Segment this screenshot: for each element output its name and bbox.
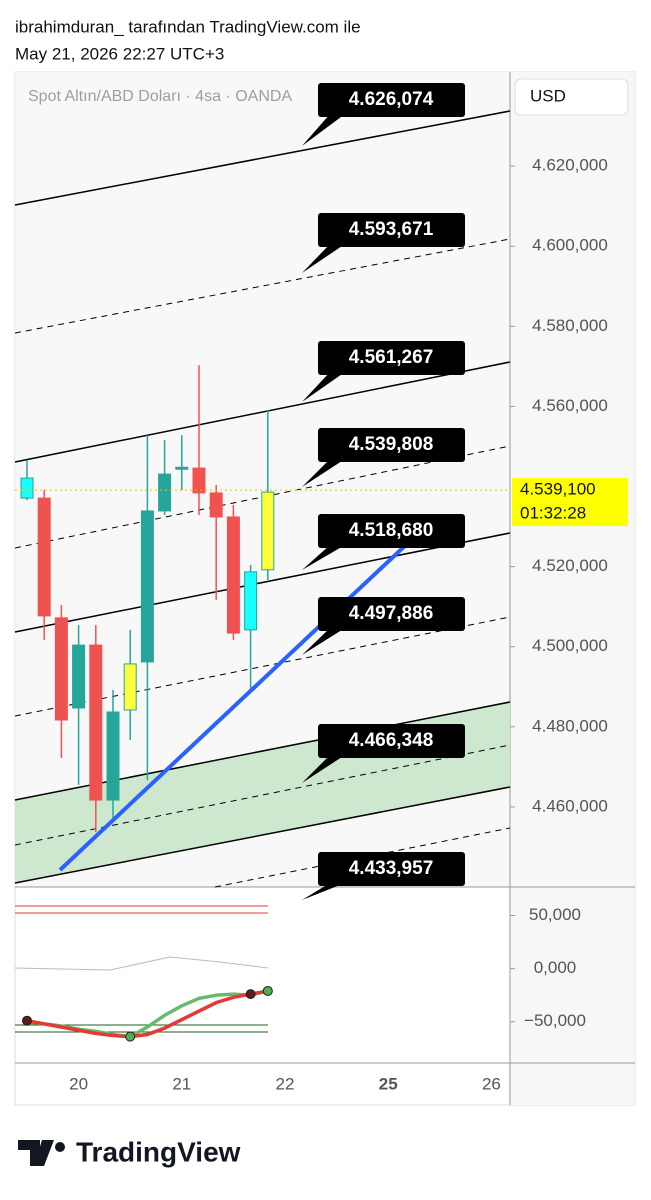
level-box (318, 213, 465, 247)
currency: USD (530, 86, 566, 105)
trend-line (58, 525, 427, 872)
channel-line (14, 786, 511, 884)
level-label: 4.433,957 (349, 858, 434, 879)
level-label: 4.539,808 (349, 434, 434, 455)
level-label: 4.561,267 (349, 347, 434, 368)
share-line: ibrahimduran_ tarafından TradingView.com… (15, 17, 361, 36)
price-axis (510, 72, 635, 1105)
level-box (318, 341, 465, 375)
x-tick-label: 25 (379, 1074, 398, 1093)
x-tick-label: 20 (69, 1074, 88, 1093)
x-tick-label: 21 (172, 1074, 191, 1093)
level-box (318, 83, 465, 117)
brand-logo (55, 1142, 65, 1152)
level-pointer (302, 372, 345, 402)
level-pointer (302, 459, 345, 487)
y-tick-label: 4.460,000 (532, 796, 608, 815)
level-box (318, 852, 465, 886)
candle-body (20, 477, 34, 499)
y-tick-label: −50,000 (524, 1011, 586, 1030)
channel-line (14, 744, 511, 846)
level-label: 4.626,074 (349, 89, 434, 110)
level-label: 4.593,671 (349, 219, 434, 240)
brand-logo (18, 1140, 54, 1166)
y-tick-label: 4.580,000 (532, 316, 608, 335)
level-pointer (302, 114, 345, 146)
level-label: 4.466,348 (349, 730, 434, 751)
level-label: 4.497,886 (349, 603, 434, 624)
level-pointer (302, 545, 345, 570)
y-tick-label: 50,000 (529, 905, 581, 924)
level-pointer (302, 244, 345, 273)
y-tick-label: 4.500,000 (532, 636, 608, 655)
osc-baseline (14, 956, 269, 971)
level-box (318, 597, 465, 631)
level-pointer (302, 628, 345, 655)
y-tick-label: 4.480,000 (532, 716, 608, 735)
last-price-box (512, 478, 628, 527)
x-tick-label: 22 (276, 1074, 295, 1093)
brand: TradingView (18, 1136, 241, 1167)
candle-body (123, 663, 137, 711)
channel-line (14, 445, 511, 549)
level-box (318, 514, 465, 548)
candle-body (261, 491, 275, 571)
y-tick-label: 0,000 (534, 958, 577, 977)
candle-body (37, 497, 51, 617)
y-tick-label: 4.560,000 (532, 396, 608, 415)
candle-body (140, 510, 154, 663)
currency-box[interactable] (514, 78, 629, 116)
candle-body (89, 644, 103, 801)
channel-line (14, 238, 511, 334)
brand-name: TradingView (76, 1136, 241, 1167)
y-tick-label: 4.620,000 (532, 156, 608, 175)
countdown: 01:32:28 (520, 504, 586, 523)
level-pointer (302, 755, 345, 783)
cross-dot (245, 989, 256, 1000)
oscillator-line (26, 989, 269, 1039)
x-tick-label: 26 (482, 1074, 501, 1093)
candle-body (209, 492, 223, 518)
candle-body (226, 516, 240, 634)
symbol-info: Spot Altın/ABD Doları · 4sa · OANDA (28, 88, 292, 105)
channel-line (14, 532, 511, 633)
candle-body (192, 467, 206, 494)
channel-line (14, 110, 511, 206)
cross-dot (125, 1031, 136, 1042)
level-box (318, 428, 465, 462)
candle-body (54, 617, 68, 721)
cross-dot (262, 985, 273, 996)
candle-body (158, 473, 172, 512)
candle-body (106, 711, 120, 801)
channel-line (14, 361, 511, 463)
timestamp: May 21, 2026 22:27 UTC+3 (15, 44, 224, 63)
level-pointer (302, 883, 345, 900)
cross-dot (22, 1015, 32, 1026)
last-price: 4.539,100 (520, 480, 596, 499)
y-tick-label: 4.600,000 (532, 236, 608, 255)
candle-body (175, 466, 189, 470)
y-tick-label: 4.520,000 (532, 556, 608, 575)
candle-body (244, 571, 258, 631)
candle-body (72, 644, 86, 709)
channel-line (14, 616, 511, 717)
level-label: 4.518,680 (349, 520, 434, 541)
level-box (318, 724, 465, 758)
